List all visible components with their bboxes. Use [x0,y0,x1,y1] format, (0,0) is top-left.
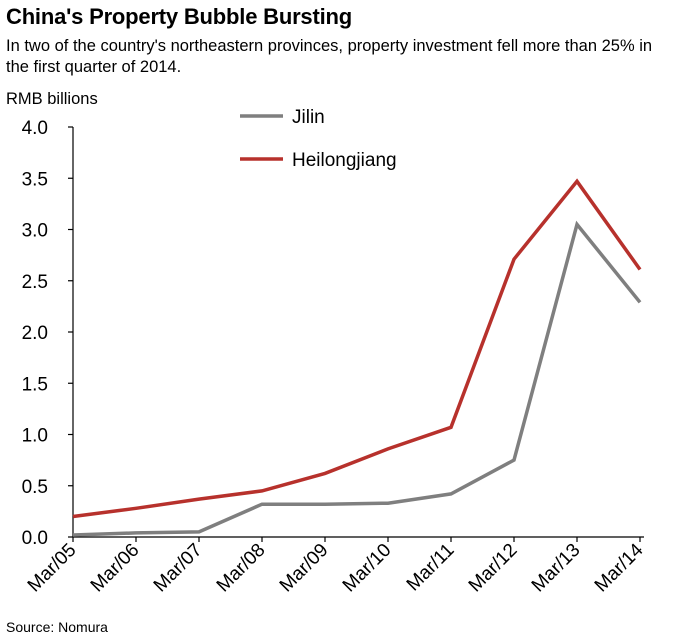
y-tick-label: 1.5 [22,374,48,395]
x-tick-label: Mar/14 [591,539,648,596]
x-axis-ticks: Mar/05 Mar/06 Mar/07 Mar/08 Mar/09 Mar/10 Mar/… [24,537,648,596]
x-tick-label: Mar/07 [150,540,207,597]
y-tick-label: 2.5 [22,272,48,293]
legend-label-jilin: Jilin [292,107,325,128]
y-tick-label: 3.5 [22,169,48,190]
chart-series [72,178,642,537]
y-tick-label: 0.0 [22,528,48,549]
y-axis-ticks: 0.0 0.5 1.0 1.5 2.0 2.5 3.0 3.5 4.0 [22,118,73,549]
x-tick-label: Mar/09 [276,540,333,597]
legend-label-heilongjiang: Heilongjiang [292,150,397,171]
y-tick-label: 2.0 [22,323,48,344]
chart-title: China's Property Bubble Bursting [6,4,352,29]
chart-axes [72,127,644,538]
y-tick-label: 0.5 [22,477,48,498]
series-line-jilin [72,220,642,537]
series-line-heilongjiang [72,178,642,519]
x-tick-label: Mar/06 [87,540,144,597]
x-tick-label: Mar/08 [213,540,270,597]
chart-subtitle: In two of the country's northeastern pro… [6,37,653,76]
y-tick-label: 4.0 [22,118,48,139]
x-tick-label: Mar/11 [403,540,459,596]
source-note: Source: Nomura [6,619,108,635]
x-tick-label: Mar/10 [339,540,396,597]
y-tick-label: 1.0 [22,426,48,447]
y-tick-label: 3.0 [22,221,48,242]
x-tick-label: Mar/13 [528,540,585,597]
x-tick-label: Mar/12 [465,540,522,597]
y-axis-unit-label: RMB billions [6,90,98,108]
chart-legend: Jilin Heilongjiang [240,107,397,171]
